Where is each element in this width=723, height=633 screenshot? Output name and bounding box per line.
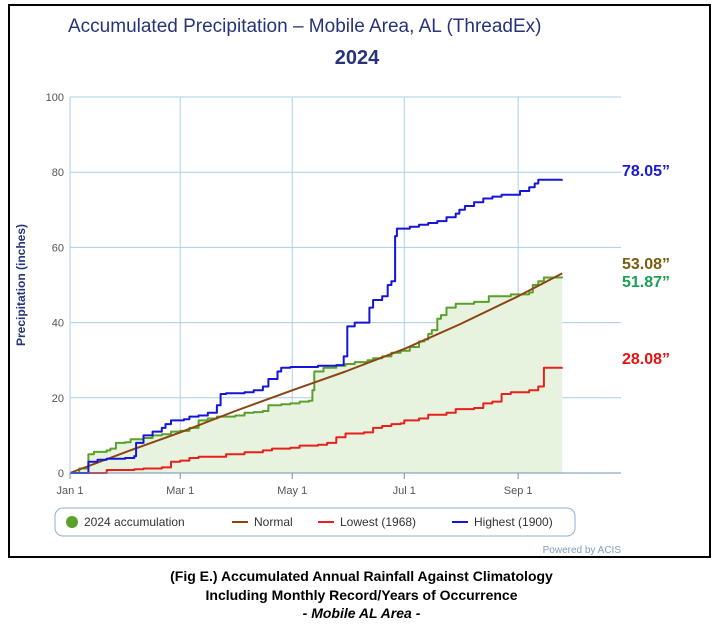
end-value-annotation: 51.87” bbox=[622, 274, 670, 291]
y-tick-label: 20 bbox=[52, 393, 64, 405]
x-tick-label: Sep 1 bbox=[504, 485, 533, 497]
precipitation-chart: Accumulated Precipitation – Mobile Area,… bbox=[14, 16, 670, 556]
legend-marker bbox=[66, 516, 78, 528]
series-line-lowest-1968 bbox=[70, 366, 564, 474]
legend-item-label: Lowest (1968) bbox=[340, 515, 416, 529]
x-tick-label: May 1 bbox=[277, 485, 307, 497]
axis-layer: 0 20 40 60 80 100 Jan 1 Mar 1 May 1 Jul 1 Sep 1 bbox=[46, 92, 621, 497]
legend-item-label: Normal bbox=[254, 515, 293, 529]
y-tick-label: 0 bbox=[58, 468, 64, 480]
y-tick-label: 40 bbox=[52, 318, 64, 330]
x-tick-label: Mar 1 bbox=[166, 485, 194, 497]
end-value-annotation: 28.08” bbox=[622, 351, 670, 368]
legend-item-label: 2024 accumulation bbox=[84, 515, 185, 529]
x-tick-label: Jul 1 bbox=[393, 485, 416, 497]
y-axis-label: Precipitation (inches) bbox=[14, 224, 28, 346]
series-area-2024 bbox=[70, 277, 563, 473]
y-tick-label: 100 bbox=[46, 92, 64, 104]
caption-line-1: (Fig E.) Accumulated Annual Rainfall Aga… bbox=[170, 568, 553, 584]
y-tick-label: 80 bbox=[52, 167, 64, 179]
series-layer bbox=[69, 178, 564, 474]
legend-item-label: Highest (1900) bbox=[474, 515, 553, 529]
y-tick-label: 60 bbox=[52, 242, 64, 254]
end-value-annotation: 78.05” bbox=[622, 163, 670, 180]
series-line-normal bbox=[69, 272, 563, 474]
annotation-layer: 78.05” 53.08”51.87” 28.08” bbox=[622, 163, 670, 368]
legend: 2024 accumulation Normal Lowest (1968) High… bbox=[54, 507, 576, 537]
chart-title: Accumulated Precipitation – Mobile Area,… bbox=[68, 16, 541, 37]
series-line-highest-1900 bbox=[70, 178, 564, 474]
x-tick-label: Jan 1 bbox=[57, 485, 84, 497]
end-value-annotation: 53.08” bbox=[622, 256, 670, 273]
caption-line-3: - Mobile AL Area - bbox=[302, 605, 421, 621]
caption-line-2: Including Monthly Record/Years of Occurr… bbox=[205, 587, 518, 603]
powered-by-credit[interactable]: Powered by ACIS bbox=[543, 545, 622, 556]
legend-box bbox=[54, 507, 576, 537]
chart-subtitle: 2024 bbox=[335, 47, 380, 69]
